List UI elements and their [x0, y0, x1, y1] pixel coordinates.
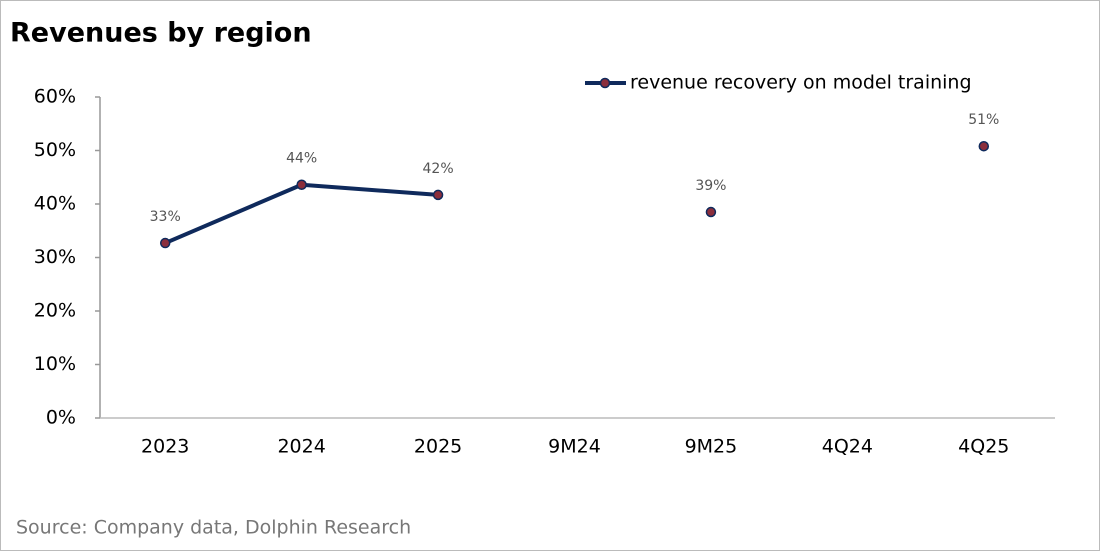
y-tick-label: 10%: [34, 353, 76, 375]
y-tick-label: 20%: [34, 300, 76, 322]
source: Source: Company data, Dolphin Research: [16, 517, 411, 539]
x-tick-label: 2023: [141, 436, 189, 458]
x-tick-label: 2025: [414, 436, 462, 458]
x-tick-label: 2024: [277, 436, 325, 458]
y-tick-label: 60%: [34, 86, 76, 108]
x-tick-label: 4Q25: [958, 436, 1009, 458]
data-label: 39%: [695, 178, 726, 194]
x-tick-label: 9M24: [548, 436, 601, 458]
chart-title: Revenues by region: [10, 18, 312, 49]
data-label: 42%: [423, 161, 454, 177]
point: [978, 140, 990, 152]
data-label: 44%: [286, 151, 317, 167]
point: [296, 179, 307, 190]
point: [432, 189, 444, 201]
x-tick-label: 9M25: [685, 436, 738, 458]
point: [159, 237, 171, 249]
y-tick-label: 40%: [34, 193, 76, 215]
y-tick-label: 0%: [46, 407, 76, 429]
y-tick-label: 50%: [34, 139, 76, 161]
point: [705, 206, 717, 218]
y-tick-label: 30%: [34, 246, 76, 268]
x-tick-label: 4Q24: [822, 436, 873, 458]
legend-label: revenue recovery on model training: [630, 72, 972, 94]
data-label: 51%: [968, 112, 999, 128]
legend-marker: [599, 77, 611, 89]
data-label: 33%: [150, 209, 181, 225]
